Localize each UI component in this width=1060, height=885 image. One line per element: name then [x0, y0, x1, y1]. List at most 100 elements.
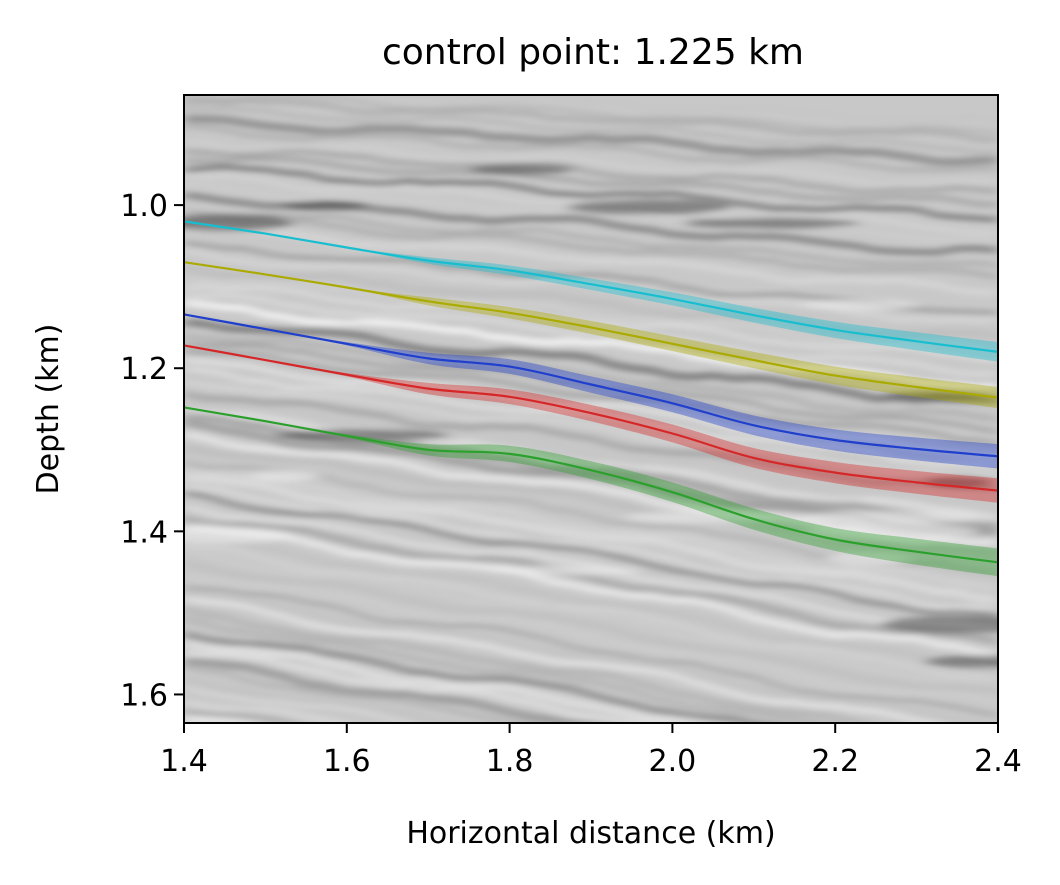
- seismic-image: [184, 95, 998, 874]
- x-axis-label: Horizontal distance (km): [406, 816, 775, 851]
- seismic-streak: [184, 231, 998, 307]
- seismic-streak: [184, 748, 998, 874]
- seismic-streak: [184, 114, 998, 166]
- seismic-lens: [282, 200, 368, 211]
- x-tick-label: 2.4: [974, 744, 1022, 779]
- seismic-streak: [184, 164, 998, 223]
- horizon-line-5: [184, 406, 998, 564]
- seismic-lens: [924, 655, 998, 668]
- seismic-streak: [184, 349, 998, 446]
- plot-frame: [183, 94, 999, 724]
- seismic-streak: [184, 332, 998, 423]
- seismic-streak: [184, 547, 998, 685]
- seismic-lens: [683, 217, 860, 229]
- seismic-streak: [184, 469, 998, 593]
- seismic-streak: [184, 211, 998, 267]
- seismic-streak: [184, 379, 998, 476]
- seismic-streak: [184, 225, 998, 296]
- uncertainty-band-1: [184, 221, 998, 362]
- x-tick-label: 2.0: [649, 744, 697, 779]
- seismic-streak: [184, 698, 350, 723]
- seismic-streak: [184, 543, 998, 681]
- x-tick-label: 1.4: [160, 744, 208, 779]
- horizon-lines: [184, 220, 998, 564]
- seismic-streak: [184, 630, 775, 723]
- seismic-streak: [184, 640, 721, 723]
- uncertainty-bands: [184, 221, 998, 577]
- seismic-lens: [275, 429, 450, 442]
- seismic-streak: [184, 585, 998, 718]
- seismic-lens: [184, 214, 292, 232]
- x-tick-label: 1.6: [323, 744, 371, 779]
- chart-title: control point: 1.225 km: [382, 32, 804, 73]
- seismic-streak: [184, 409, 998, 522]
- y-axis-label: Depth (km): [31, 324, 66, 495]
- seismic-streak: [184, 686, 411, 723]
- seismic-lens: [624, 511, 783, 524]
- horizon-line-3: [184, 313, 998, 458]
- seismic-streak: [184, 123, 998, 173]
- seismic-streak: [184, 291, 998, 378]
- seismic-streak: [184, 657, 606, 723]
- seismic-streak: [184, 95, 998, 134]
- seismic-lens: [800, 299, 918, 311]
- seismic-streak: [184, 605, 871, 723]
- seismic-streak: [184, 216, 998, 281]
- seismic-lens: [468, 164, 573, 175]
- seismic-streak: [184, 400, 998, 503]
- seismic-lens: [826, 552, 912, 566]
- seismic-lens: [184, 527, 294, 544]
- seismic-lens: [881, 616, 998, 634]
- uncertainty-band-5: [184, 407, 998, 577]
- y-axis: 1.0 1.2 1.4 1.6: [120, 189, 184, 713]
- seismic-streak: [184, 318, 998, 405]
- seismic-streak: [184, 558, 998, 696]
- seismic-streak: [184, 306, 998, 394]
- y-tick-label: 1.6: [120, 678, 168, 713]
- x-tick-label: 1.8: [486, 744, 534, 779]
- seismic-streak: [184, 484, 998, 613]
- seismic-streak: [184, 263, 998, 341]
- seismic-streak: [184, 489, 998, 617]
- seismic-streak: [184, 674, 470, 723]
- y-tick-label: 1.0: [120, 189, 168, 224]
- horizon-line-4: [184, 344, 998, 492]
- seismic-lens: [251, 469, 320, 482]
- seismic-streak: [184, 664, 535, 723]
- seismic-streak: [403, 95, 998, 123]
- seismic-streak: [184, 343, 998, 434]
- y-tick-label: 1.2: [120, 352, 168, 387]
- seismic-streak: [184, 97, 998, 143]
- seismic-lens: [566, 199, 730, 215]
- uncertainty-band-4: [184, 345, 998, 503]
- x-tick-label: 2.2: [811, 744, 859, 779]
- seismic-streak: [184, 537, 998, 674]
- seismic-streak: [184, 278, 998, 353]
- seismic-streak: [184, 573, 998, 706]
- seismic-streak: [184, 284, 998, 364]
- seismic-lens: [805, 523, 978, 540]
- seismic-streak: [184, 299, 998, 391]
- seismic-streak: [184, 650, 679, 723]
- seismic-lens: [491, 565, 642, 576]
- seismic-lens: [797, 511, 977, 525]
- seismic-streak: [184, 474, 998, 604]
- y-tick-label: 1.4: [120, 515, 168, 550]
- x-axis: 1.4 1.6 1.8 2.0 2.2 2.4: [160, 723, 1022, 779]
- horizon-line-1: [184, 220, 998, 353]
- plot-area: [184, 95, 998, 874]
- seismic-streak: [184, 524, 998, 660]
- seismic-streak: [184, 615, 828, 723]
- horizon-line-2: [184, 261, 998, 399]
- uncertainty-band-2: [184, 262, 998, 409]
- seismic-streak: [184, 139, 998, 187]
- seismic-streak: [184, 595, 943, 723]
- seismic-streak: [184, 514, 998, 646]
- seismic-streak: [184, 106, 998, 156]
- seismic-streak: [184, 155, 998, 208]
- seismic-streak: [184, 358, 998, 458]
- seismic-streak: [184, 590, 991, 723]
- seismic-streak: [184, 504, 998, 630]
